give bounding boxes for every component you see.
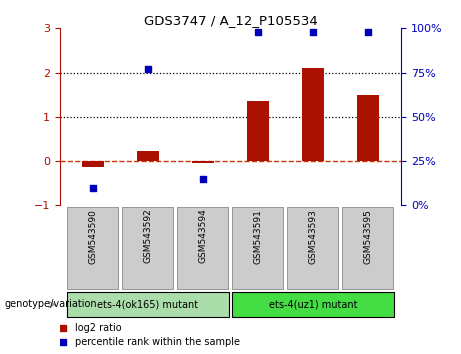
Point xyxy=(254,29,262,35)
Text: ets-4(uz1) mutant: ets-4(uz1) mutant xyxy=(269,299,357,309)
Text: GSM543594: GSM543594 xyxy=(199,209,207,263)
Text: GSM543595: GSM543595 xyxy=(364,209,372,264)
Point xyxy=(364,29,372,35)
Text: GSM543591: GSM543591 xyxy=(254,209,262,264)
Text: ets-4(ok165) mutant: ets-4(ok165) mutant xyxy=(97,299,199,309)
FancyBboxPatch shape xyxy=(287,207,338,290)
Bar xyxy=(247,101,269,161)
Bar xyxy=(82,161,104,167)
FancyBboxPatch shape xyxy=(66,292,230,317)
Text: GSM543593: GSM543593 xyxy=(308,209,318,264)
Bar xyxy=(192,161,214,163)
Title: GDS3747 / A_12_P105534: GDS3747 / A_12_P105534 xyxy=(144,14,317,27)
Text: GSM543590: GSM543590 xyxy=(89,209,97,264)
FancyBboxPatch shape xyxy=(122,207,173,290)
Bar xyxy=(302,68,324,161)
Bar xyxy=(137,152,159,161)
FancyBboxPatch shape xyxy=(66,207,118,290)
Bar xyxy=(357,95,379,161)
Point xyxy=(89,185,97,190)
Text: log2 ratio: log2 ratio xyxy=(75,322,122,332)
FancyBboxPatch shape xyxy=(342,207,393,290)
FancyBboxPatch shape xyxy=(231,207,284,290)
Point xyxy=(144,66,152,72)
Text: genotype/variation: genotype/variation xyxy=(5,299,97,309)
FancyBboxPatch shape xyxy=(231,292,395,317)
Point xyxy=(199,176,207,182)
FancyBboxPatch shape xyxy=(177,207,228,290)
Point xyxy=(309,29,317,35)
Text: GSM543592: GSM543592 xyxy=(143,209,153,263)
Text: percentile rank within the sample: percentile rank within the sample xyxy=(75,337,240,347)
